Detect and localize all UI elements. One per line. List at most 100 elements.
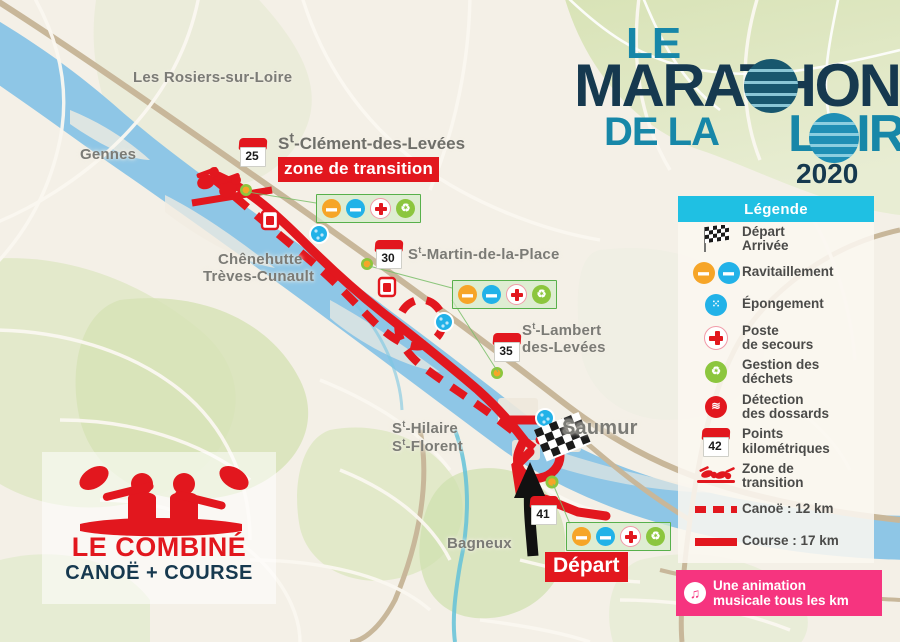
legend-item-label: Canoë : 12 km xyxy=(742,501,834,517)
legend-item-label: Course : 17 km xyxy=(742,533,839,549)
legend-item-ravitaillement: ▬ ▬ Ravitaillement xyxy=(678,257,874,289)
combine-logo: LE COMBINÉ CANOË + COURSE xyxy=(42,452,276,604)
town-label: St-Lambert xyxy=(522,321,602,339)
legend-item-label: Points kilométriques xyxy=(742,426,830,456)
legend-item-points-kilometriques: 42 Points kilométriques xyxy=(678,424,874,459)
gestion-dechets-icon: ♻ xyxy=(646,527,665,546)
legend-item-label: Épongement xyxy=(742,296,824,312)
poster-title: LE MARATHON DE LA LOIRE 2020 xyxy=(566,12,900,188)
point-kilometrique-icon: 42 xyxy=(690,427,742,457)
depart-label: Départ xyxy=(545,552,628,582)
town-label: Chênehutte xyxy=(218,251,303,268)
transition-zone-badge: zone de transition xyxy=(278,156,440,182)
legend-item-label: Ravitaillement xyxy=(742,264,834,280)
detection-dossards-icon: ≋ xyxy=(690,396,742,419)
ravitaillement-orange-icon: ▬ xyxy=(692,261,715,284)
gestion-dechets-icon: ♻ xyxy=(396,199,415,218)
km-marker-41: 41 xyxy=(529,496,559,525)
ravitaillement-orange-icon: ▬ xyxy=(322,199,341,218)
gestion-dechets-icon: ♻ xyxy=(532,285,551,304)
legend-item-detection-dossards: ≋ Détection des dossards xyxy=(678,390,874,425)
km-marker-value: 30 xyxy=(381,251,395,265)
legend-item-label: Zone de transition xyxy=(742,460,804,491)
animation-banner-text: Une animation musicale tous les km xyxy=(713,577,849,608)
legend-item-gestion-dechets: ♻ Gestion des déchets xyxy=(678,355,874,390)
canoe-route xyxy=(209,174,537,452)
legend-item-epongement: ⁙ Épongement xyxy=(678,289,874,321)
recycle-bin-icon: ♻ xyxy=(705,361,727,384)
ravitaillement-blue-icon: ▬ xyxy=(596,527,615,546)
transition-zone-bar xyxy=(191,186,273,207)
title-marathon: MARATHON xyxy=(574,52,900,119)
bib-chip-icon: ≋ xyxy=(705,396,727,419)
zone-de-transition-icon xyxy=(690,466,742,486)
legend-item-label: Détection des dossards xyxy=(742,391,830,422)
sponge-badge-icon: ⁙ xyxy=(705,293,727,316)
poste-de-secours-icon xyxy=(620,526,641,547)
detection-dossards-markers xyxy=(260,209,397,298)
animation-banner: ♫ Une animation musicale tous les km xyxy=(676,570,882,616)
epongement-icon: ⁙ xyxy=(690,293,742,316)
town-label: St-Hilaire xyxy=(392,419,458,437)
town-label-saumur: Saumur xyxy=(562,417,638,439)
music-note-icon: ♫ xyxy=(684,582,706,604)
poste-de-secours-icon xyxy=(690,325,742,350)
legend-title: Légende xyxy=(678,196,874,222)
title-dela: DE LA xyxy=(604,110,720,154)
solid-line-icon xyxy=(690,537,742,546)
km-marker-30: 30 xyxy=(374,240,404,269)
legend-item-label: Départ Arrivée xyxy=(742,224,789,254)
depart-arrow-icon xyxy=(514,462,546,557)
red-cross-icon xyxy=(704,325,728,350)
poste-de-secours-icon xyxy=(506,284,527,305)
legend-item-label: Gestion des déchets xyxy=(742,357,820,387)
town-label: Trèves-Cunault xyxy=(203,268,315,285)
title-le: LE xyxy=(626,19,681,68)
combine-logo-line1: LE COMBINÉ xyxy=(71,532,247,562)
km-marker-value: 35 xyxy=(499,344,513,358)
legend-item-poste-de-secours: Poste de secours xyxy=(678,321,874,356)
epongement-markers xyxy=(309,224,555,428)
town-label: Les Rosiers-sur-Loire xyxy=(133,69,293,86)
km-marker-25: 25 xyxy=(238,138,268,167)
service-box: ▬ ▬ ♻ xyxy=(566,522,671,551)
town-label: St-Florent xyxy=(392,437,463,455)
service-box: ▬ ▬ ♻ xyxy=(452,280,557,309)
title-year: 2020 xyxy=(796,158,859,189)
finish-flag-map-icon xyxy=(534,412,592,462)
callout-st-clement: St-Clément-des-Levées zone de transition xyxy=(278,130,465,182)
service-connectors xyxy=(247,191,571,525)
km-marker-value: 41 xyxy=(536,507,550,521)
ravitaillement-blue-icon: ▬ xyxy=(717,261,740,284)
town-label: des-Levées xyxy=(522,339,606,356)
km-badge-value: 42 xyxy=(708,438,722,453)
ravitaillement-orange-icon: ▬ xyxy=(572,527,591,546)
service-box: ▬ ▬ ♻ xyxy=(316,194,421,223)
legend-item-course-distance: Course : 17 km xyxy=(678,526,874,563)
km-marker-value: 25 xyxy=(245,149,259,163)
checkered-flag-icon xyxy=(690,225,742,253)
town-label: Gennes xyxy=(80,146,137,163)
gestion-dechets-icon: ♻ xyxy=(690,361,742,384)
legend-item-canoe-distance: Canoë : 12 km xyxy=(678,494,874,526)
callout-title: St-Clément-des-Levées xyxy=(278,130,466,153)
legend-panel: Légende Départ xyxy=(678,196,874,563)
legend-item-label: Poste de secours xyxy=(742,322,814,352)
town-label: Bagneux xyxy=(447,535,512,552)
km-marker-35: 35 xyxy=(492,333,522,362)
transition-zone-paddlers-icon xyxy=(196,167,241,198)
town-label: St-Martin-de-la-Place xyxy=(408,245,560,263)
ravitaillement-orange-icon: ▬ xyxy=(458,285,477,304)
ravitaillement-blue-icon: ▬ xyxy=(482,285,501,304)
poste-de-secours-icon xyxy=(370,198,391,219)
combine-logo-line2: CANOË + COURSE xyxy=(65,562,253,584)
dashed-line-icon xyxy=(690,506,742,514)
ravitaillement-icon: ▬ ▬ xyxy=(690,261,742,284)
logo-ball-light-icon xyxy=(809,113,859,163)
legend-item-zone-de-transition: Zone de transition xyxy=(678,459,874,494)
route-junction-dots xyxy=(240,184,559,489)
legend-item-depart-arrivee: Départ Arrivée xyxy=(678,222,874,257)
ravitaillement-blue-icon: ▬ xyxy=(346,199,365,218)
